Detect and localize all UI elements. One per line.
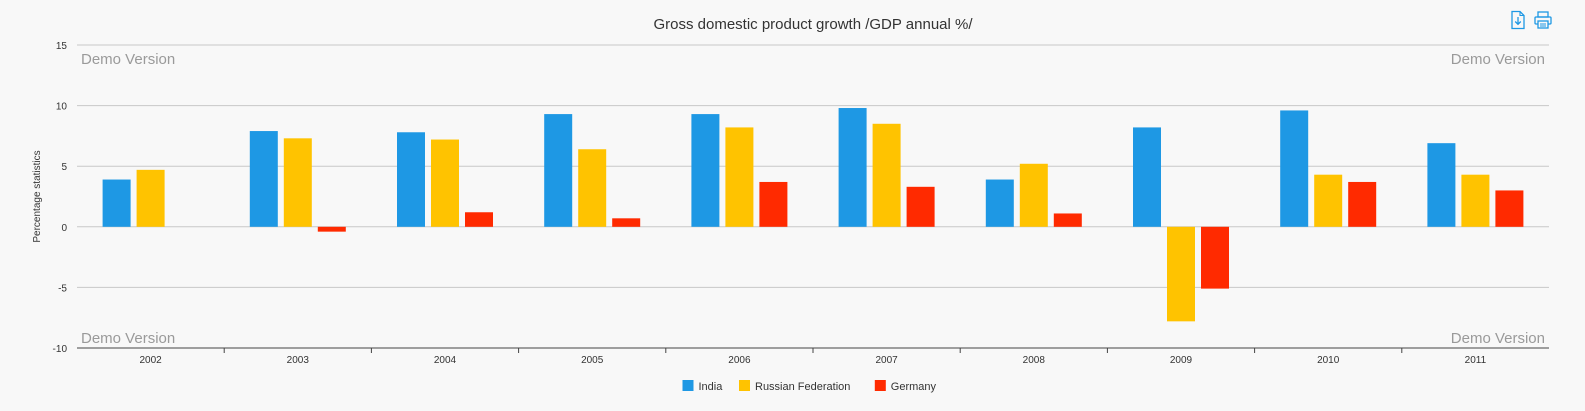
x-tick-label: 2008 xyxy=(1023,355,1046,366)
x-tick-label: 2011 xyxy=(1465,355,1487,366)
y-tick-label: -10 xyxy=(53,344,68,355)
bar-india[interactable] xyxy=(544,114,573,227)
bar-india[interactable] xyxy=(249,131,278,227)
x-tick-label: 2004 xyxy=(434,355,457,366)
bar-russian-federation[interactable] xyxy=(136,169,165,227)
bar-russian-federation[interactable] xyxy=(725,127,754,227)
legend-label: Germany xyxy=(891,381,937,393)
bar-india[interactable] xyxy=(397,132,425,227)
bar-germany[interactable] xyxy=(1053,213,1082,227)
bar-india[interactable] xyxy=(691,114,720,227)
bar-germany[interactable] xyxy=(759,181,788,227)
bar-germany[interactable] xyxy=(1201,226,1229,289)
bar-russian-federation[interactable] xyxy=(578,149,607,227)
x-tick-label: 2006 xyxy=(728,355,751,366)
legend-label: India xyxy=(699,381,724,393)
y-tick-label: -5 xyxy=(58,283,67,294)
bar-russian-federation[interactable] xyxy=(872,123,901,227)
bar-germany[interactable] xyxy=(906,186,935,227)
x-tick-label: 2002 xyxy=(139,355,162,366)
bar-germany[interactable] xyxy=(1348,181,1377,227)
watermark-text: Demo Version xyxy=(1451,51,1545,68)
y-tick-label: 0 xyxy=(61,223,67,234)
bar-germany[interactable] xyxy=(465,212,493,227)
x-tick-label: 2010 xyxy=(1317,355,1340,366)
bar-india[interactable] xyxy=(1280,110,1309,227)
bar-russian-federation[interactable] xyxy=(1167,226,1195,322)
bar-india[interactable] xyxy=(102,179,131,227)
download-icon[interactable] xyxy=(1509,10,1527,30)
bar-india[interactable] xyxy=(838,108,867,227)
watermark-text: Demo Version xyxy=(81,51,175,68)
bar-russian-federation[interactable] xyxy=(1314,174,1343,227)
print-icon[interactable] xyxy=(1533,10,1553,30)
x-tick-label: 2003 xyxy=(287,355,310,366)
legend-label: Russian Federation xyxy=(755,381,850,393)
legend-swatch[interactable] xyxy=(874,380,886,391)
legend-swatch[interactable] xyxy=(739,380,750,391)
bar-india[interactable] xyxy=(1133,127,1161,227)
x-tick-label: 2005 xyxy=(581,355,604,366)
watermark-text: Demo Version xyxy=(1451,330,1545,347)
watermark-text: Demo Version xyxy=(81,330,175,347)
legend-swatch[interactable] xyxy=(682,380,694,391)
bar-germany[interactable] xyxy=(1495,190,1524,227)
y-axis-title: Percentage statistics xyxy=(32,150,43,242)
bar-russian-federation[interactable] xyxy=(1019,163,1048,227)
bar-india[interactable] xyxy=(985,179,1014,227)
bar-russian-federation[interactable] xyxy=(431,139,459,227)
chart-title: Gross domestic product growth /GDP annua… xyxy=(653,16,973,33)
y-tick-label: 15 xyxy=(56,41,68,52)
x-tick-label: 2009 xyxy=(1170,355,1193,366)
bar-russian-federation[interactable] xyxy=(283,138,312,227)
y-tick-label: 10 xyxy=(56,102,68,113)
bar-russian-federation[interactable] xyxy=(1461,174,1490,227)
bar-india[interactable] xyxy=(1427,143,1456,227)
bar-germany[interactable] xyxy=(317,226,346,232)
x-tick-label: 2007 xyxy=(875,355,898,366)
y-tick-label: 5 xyxy=(61,162,67,173)
bar-germany[interactable] xyxy=(612,218,641,227)
